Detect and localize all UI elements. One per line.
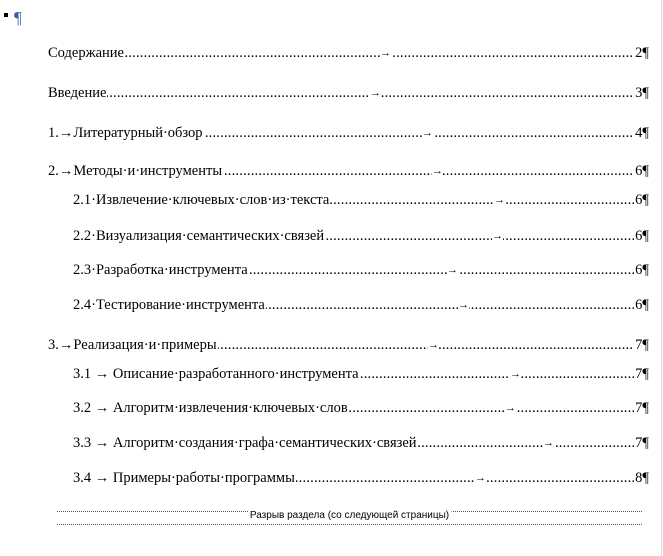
toc-entry-page: 6¶ [634, 226, 649, 246]
toc-entry[interactable]: ........................................… [0, 43, 663, 63]
tab-arrow-icon: → [475, 468, 486, 488]
toc-entry[interactable]: ........................................… [0, 433, 663, 453]
toc-entry-page: 7¶ [634, 433, 649, 453]
tab-arrow-icon: → [380, 43, 391, 63]
toc-entry-page: 2¶ [634, 43, 649, 63]
toc-entry-page: 6¶ [634, 190, 649, 210]
tab-arrow-icon: → [458, 295, 469, 315]
toc-entry-label: 2.3·Разработка·инструмента [73, 260, 249, 280]
toc-entry-label: 3.→Реализация·и·примеры [48, 335, 218, 355]
toc-entry-label: Введение [48, 83, 108, 103]
toc-entry[interactable]: ........................................… [0, 335, 663, 355]
tab-arrow-icon: → [510, 364, 521, 384]
paragraph-mark[interactable]: ¶ [14, 8, 22, 27]
toc-entry[interactable]: ........................................… [0, 190, 663, 210]
dot-leader: ........................................… [48, 45, 642, 61]
toc-entry[interactable]: ........................................… [0, 260, 663, 280]
toc-entry-page: 4¶ [634, 123, 649, 143]
toc-entry-label: 3.3 → Алгоритм·создания·графа·семантичес… [73, 433, 418, 453]
tab-arrow-icon: → [505, 398, 516, 418]
tab-arrow-icon: → [492, 226, 503, 246]
tab-arrow-icon: → [543, 433, 554, 453]
toc-entry-page: 6¶ [634, 260, 649, 280]
toc-entry-page: 7¶ [634, 335, 649, 355]
page-right-border [661, 0, 662, 556]
toc-entry-label: 2.2·Визуализация·семантических·связей [73, 226, 326, 246]
toc-entry-page: 6¶ [634, 295, 649, 315]
toc-entry-page: 8¶ [634, 468, 649, 488]
toc-entry-label: 3.2 → Алгоритм·извлечения·ключевых·слов [73, 398, 349, 418]
tab-arrow-icon: → [422, 123, 433, 143]
toc-entry[interactable]: ........................................… [0, 398, 663, 418]
toc-entry-label: 1.→Литературный·обзор [48, 123, 204, 143]
toc-entry-label: 2.→Методы·и·инструменты [48, 161, 224, 181]
toc-entry-page: 6¶ [634, 161, 649, 181]
toc-entry[interactable]: ........................................… [0, 83, 663, 103]
toc-entry-label: 3.4 → Примеры·работы·программы [73, 468, 296, 488]
toc-entry-page: 7¶ [634, 364, 649, 384]
toc-entry[interactable]: ........................................… [0, 161, 663, 181]
toc-entry[interactable]: ........................................… [0, 364, 663, 384]
toc-entry-label: Содержание [48, 43, 125, 63]
toc-entry-label: 2.1·Извлечение·ключевых·слов·из·текста [73, 190, 331, 210]
toc-entry[interactable]: ........................................… [0, 295, 663, 315]
tab-arrow-icon: → [494, 190, 505, 210]
toc-entry-label: 3.1 → Описание·разработанного·инструмент… [73, 364, 360, 384]
hidden-mark-icon [4, 13, 8, 17]
toc-entry-page: 7¶ [634, 398, 649, 418]
toc-entry-page: 3¶ [634, 83, 649, 103]
tab-arrow-icon: → [428, 335, 439, 355]
toc-entry-label: 2.4·Тестирование·инструмента [73, 295, 266, 315]
toc-entry[interactable]: ........................................… [0, 226, 663, 246]
section-break[interactable]: Разрыв раздела (со следующей страницы) [57, 509, 642, 525]
tab-arrow-icon: → [370, 83, 381, 103]
tab-arrow-icon: → [432, 161, 443, 181]
toc-entry[interactable]: ........................................… [0, 123, 663, 143]
dot-leader: ........................................… [48, 85, 642, 101]
tab-arrow-icon: → [447, 260, 458, 280]
section-break-label: Разрыв раздела (со следующей страницы) [247, 509, 452, 523]
toc-entry[interactable]: ........................................… [0, 468, 663, 488]
